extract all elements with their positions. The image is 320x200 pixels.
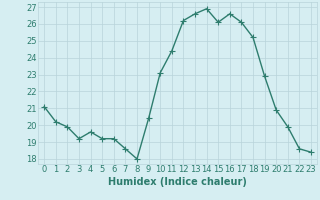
- X-axis label: Humidex (Indice chaleur): Humidex (Indice chaleur): [108, 177, 247, 187]
